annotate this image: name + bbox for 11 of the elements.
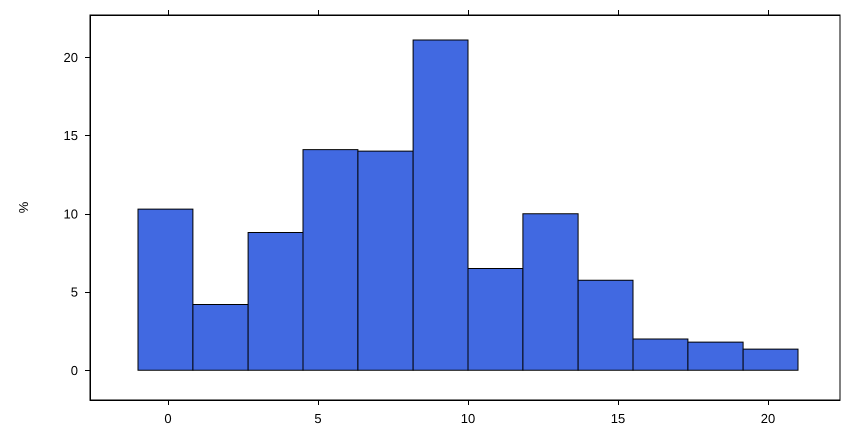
x-tick-label: 5	[314, 411, 322, 426]
y-tick-label: 0	[70, 362, 78, 378]
y-tick-label: 5	[70, 284, 78, 300]
x-tick-label: 20	[760, 411, 776, 426]
y-axis-title: %	[16, 201, 31, 214]
x-tick-label: 10	[460, 411, 476, 426]
y-tick-label: 20	[64, 50, 78, 65]
x-tick-label: 15	[610, 411, 626, 426]
y-tick-label: 10	[64, 206, 78, 222]
x-tick-label: 0	[164, 411, 172, 426]
y-tick-label: 15	[64, 128, 78, 144]
